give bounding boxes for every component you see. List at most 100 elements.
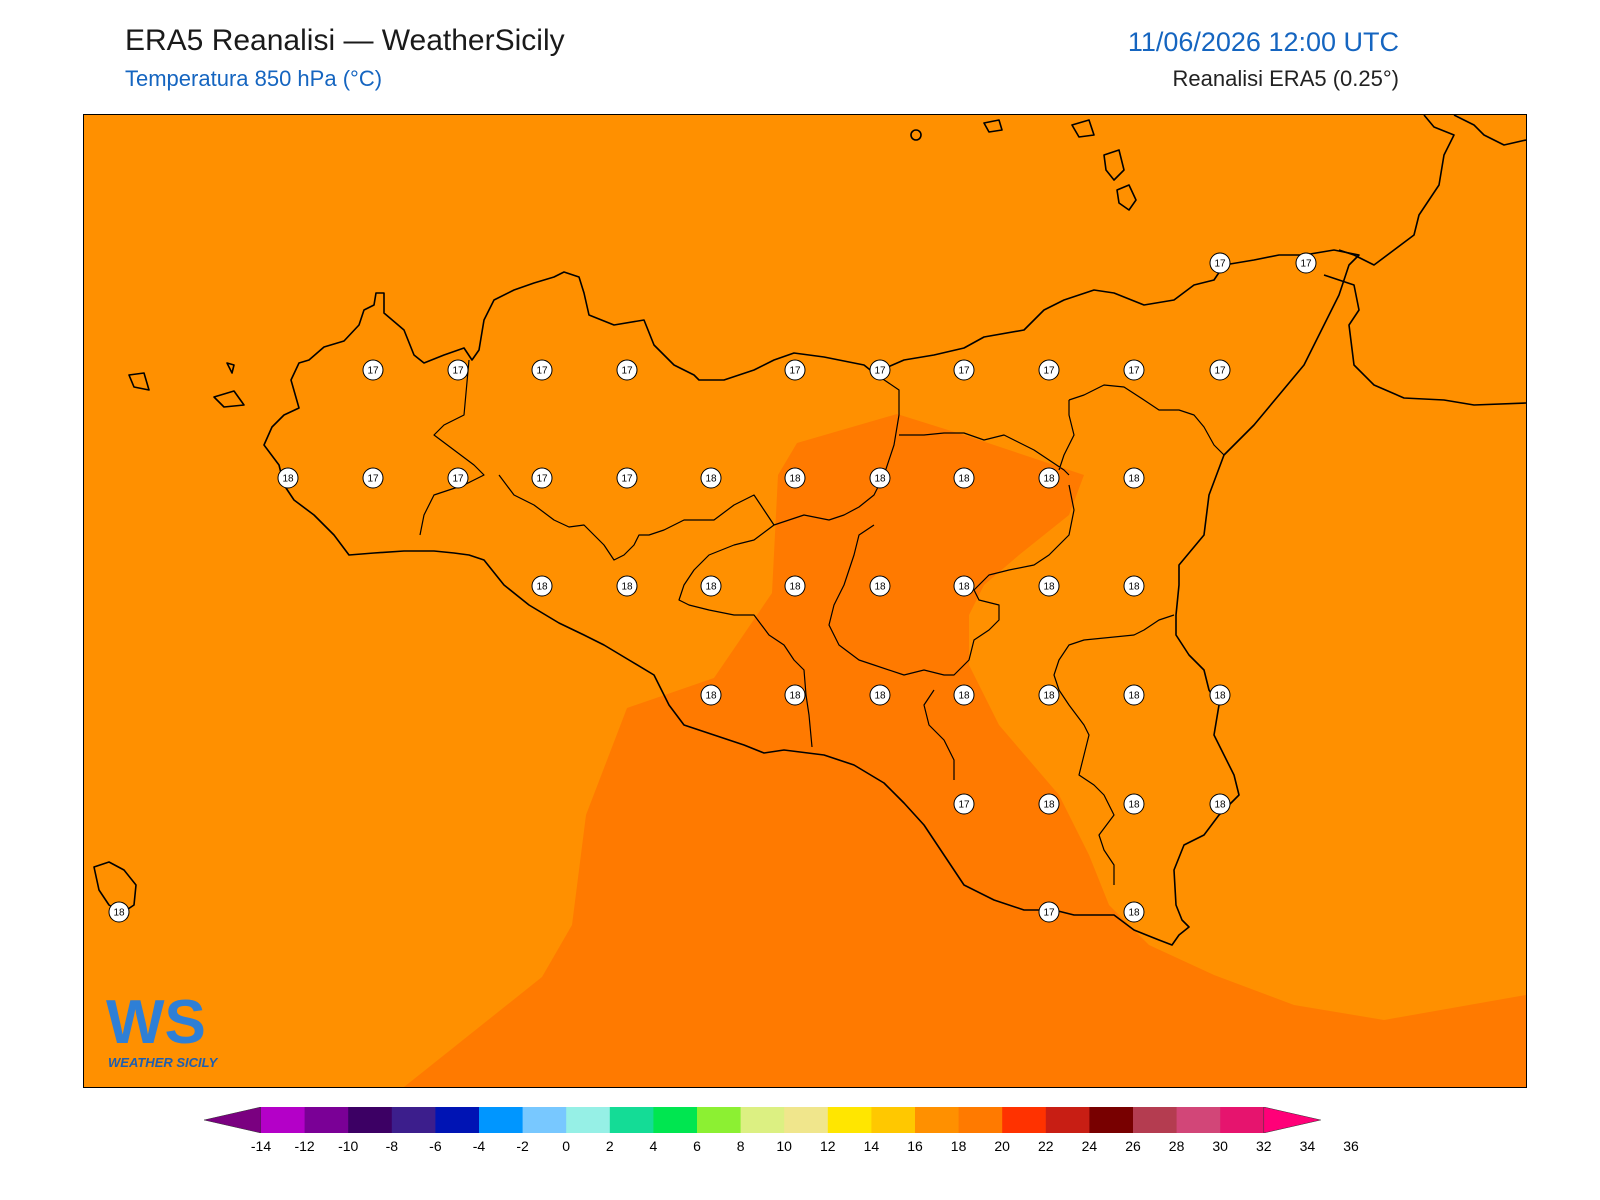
station-value: 18 [282, 474, 294, 485]
station-marker: 18 [108, 901, 130, 923]
station-value: 17 [1043, 908, 1055, 919]
station-marker-circle [1209, 359, 1231, 381]
station-value: 17 [621, 474, 633, 485]
station-value: 17 [452, 366, 464, 377]
station-marker: 17 [953, 359, 975, 381]
colorbar-swatch [261, 1107, 306, 1133]
station-value: 18 [1128, 582, 1140, 593]
temperature-map[interactable]: 17 17 17 17 17 17 17 17 17 17 18 17 17 17 17 18 18 18 18 18… [83, 114, 1527, 1088]
station-value: 17 [621, 366, 633, 377]
station-marker: 18 [953, 575, 975, 597]
colorbar-max-arrow [1263, 1107, 1321, 1133]
station-marker-circle [447, 359, 469, 381]
station-value: 18 [874, 474, 886, 485]
station-marker: 18 [1123, 467, 1145, 489]
station-value: 17 [452, 474, 464, 485]
colorbar-tick-label: -4 [472, 1138, 486, 1154]
colorbar-tick-label: 34 [1299, 1138, 1316, 1154]
station-marker-circle [616, 359, 638, 381]
colorbar-tick-label: 24 [1081, 1138, 1098, 1154]
station-value: 18 [1128, 908, 1140, 919]
colorbar-swatch [915, 1107, 960, 1133]
colorbar-tick-label: 16 [907, 1138, 923, 1154]
station-marker: 17 [1038, 901, 1060, 923]
station-marker-circle [362, 359, 384, 381]
station-marker: 18 [1038, 575, 1060, 597]
station-marker-circle [1038, 684, 1060, 706]
station-marker: 18 [700, 467, 722, 489]
station-marker-circle [784, 684, 806, 706]
station-marker-circle [784, 467, 806, 489]
station-marker-circle [1038, 575, 1060, 597]
station-marker: 18 [1038, 684, 1060, 706]
station-marker-circle [1209, 684, 1231, 706]
colorbar-tick-label: 20 [994, 1138, 1010, 1154]
colorbar-swatch [827, 1107, 872, 1133]
station-marker: 18 [531, 575, 553, 597]
station-value: 18 [1128, 800, 1140, 811]
station-value: 18 [1128, 474, 1140, 485]
station-value: 18 [789, 474, 801, 485]
colorbar-tick-label: 28 [1168, 1138, 1185, 1154]
calabria-coastline [1323, 115, 1526, 406]
colorbar-swatch [435, 1107, 480, 1133]
station-marker: 18 [700, 575, 722, 597]
station-markers: 17 17 17 17 17 17 17 17 17 17 18 17 17 17 17 18 18 18 18 18… [108, 252, 1317, 923]
station-marker: 17 [362, 359, 384, 381]
station-marker: 18 [1123, 684, 1145, 706]
station-value: 18 [874, 691, 886, 702]
colorbar-tick-label: -8 [385, 1138, 399, 1154]
station-marker-circle [362, 467, 384, 489]
station-marker: 17 [869, 359, 891, 381]
colorbar-swatch [1089, 1107, 1134, 1133]
colorbar-swatch [566, 1107, 611, 1133]
colorbar-swatch [348, 1107, 393, 1133]
station-marker: 17 [447, 467, 469, 489]
station-value: 18 [1128, 691, 1140, 702]
station-marker: 17 [616, 359, 638, 381]
station-marker: 18 [1038, 793, 1060, 815]
colorbar-swatch [1002, 1107, 1047, 1133]
valid-datetime: 11/06/2026 12:00 UTC [1127, 27, 1399, 57]
station-marker-circle [869, 359, 891, 381]
station-marker: 17 [531, 467, 553, 489]
station-value: 18 [705, 691, 717, 702]
station-marker: 18 [784, 467, 806, 489]
temperature-zone-18-20 [404, 414, 1526, 1087]
station-value: 18 [621, 582, 633, 593]
station-marker: 18 [1123, 901, 1145, 923]
coastline [93, 115, 1526, 946]
station-marker-circle [447, 467, 469, 489]
station-marker: 18 [1123, 575, 1145, 597]
station-marker-circle [700, 684, 722, 706]
station-marker-circle [869, 467, 891, 489]
station-value: 17 [1043, 366, 1055, 377]
station-value: 17 [367, 474, 379, 485]
colorbar-swatch [1133, 1107, 1178, 1133]
colorbar-tick-label: 4 [649, 1138, 658, 1154]
station-marker: 18 [1209, 684, 1231, 706]
colorbar-swatch [784, 1107, 829, 1133]
colorbar-tick-label: 10 [776, 1138, 792, 1154]
station-marker-circle [700, 575, 722, 597]
station-marker-circle [1123, 575, 1145, 597]
colorbar-tick-label: 12 [820, 1138, 836, 1154]
colorbar-min-arrow [204, 1107, 262, 1133]
station-marker: 17 [616, 467, 638, 489]
colorbar-tick-label: 26 [1125, 1138, 1141, 1154]
colorbar-swatch [479, 1107, 524, 1133]
pantelleria-coastline [93, 861, 137, 914]
colorbar-swatch [958, 1107, 1003, 1133]
station-marker-circle [616, 467, 638, 489]
station-marker-circle [784, 359, 806, 381]
station-marker: 17 [1295, 252, 1317, 274]
colorbar-tick-label: 22 [1038, 1138, 1054, 1154]
logo-text: WEATHER SICILY [108, 1055, 219, 1070]
station-value: 17 [958, 366, 970, 377]
station-marker-circle [108, 901, 130, 923]
station-marker-circle [953, 684, 975, 706]
station-value: 18 [1043, 582, 1055, 593]
station-marker-circle [700, 467, 722, 489]
station-value: 18 [789, 691, 801, 702]
station-value: 18 [705, 582, 717, 593]
